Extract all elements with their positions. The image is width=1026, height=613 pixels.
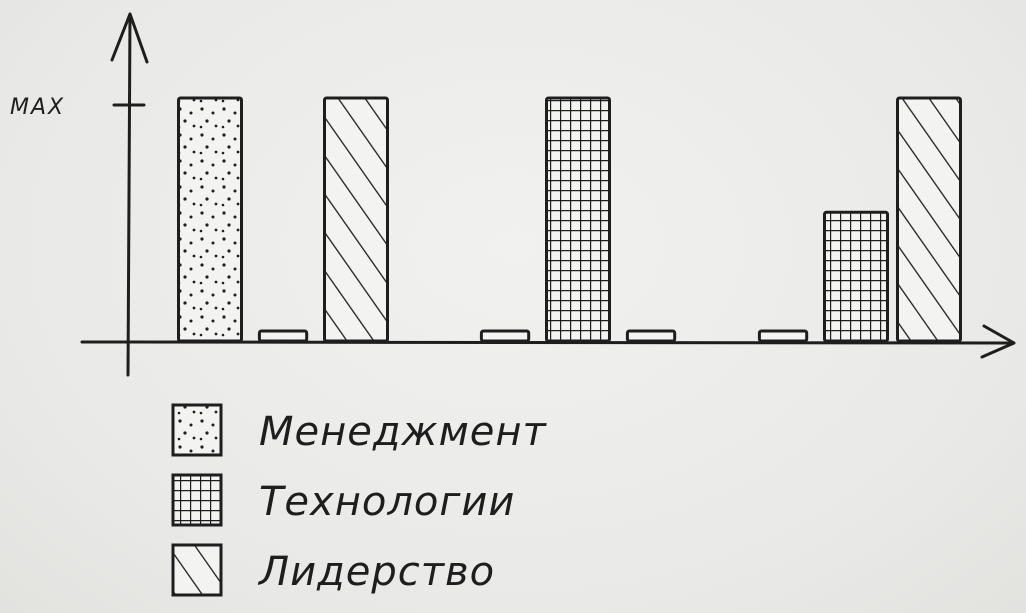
bar-group-2-hatch [625, 329, 677, 343]
bar-group-3-grid [823, 210, 889, 343]
legend-item-grid: Технологии [171, 473, 515, 527]
legend-item-dots: Менеджмент [171, 403, 548, 457]
bar-group-1-grid [257, 329, 309, 343]
legend-label-dots: Менеджмент [259, 409, 548, 455]
legend-item-hatch: Лидерство [171, 543, 495, 597]
bar-group-1-dots [177, 96, 243, 343]
bar-group-2-grid [545, 96, 611, 343]
legend-swatch-dots [171, 403, 223, 457]
legend: Менеджмент Технологии Лидерство [171, 403, 548, 597]
legend-swatch-grid [171, 473, 223, 527]
legend-label-grid: Технологии [259, 479, 515, 525]
bar-group-2-dots [479, 329, 531, 343]
legend-label-hatch: Лидерство [257, 549, 495, 595]
bar-group-1-hatch [323, 96, 389, 343]
y-axis-max-label: MAX [10, 95, 65, 120]
y-axis [110, 12, 149, 377]
bar-group-3-dots [757, 329, 809, 343]
bar-group-3-hatch [896, 96, 962, 343]
legend-swatch-hatch [171, 543, 223, 597]
bars [177, 96, 962, 343]
